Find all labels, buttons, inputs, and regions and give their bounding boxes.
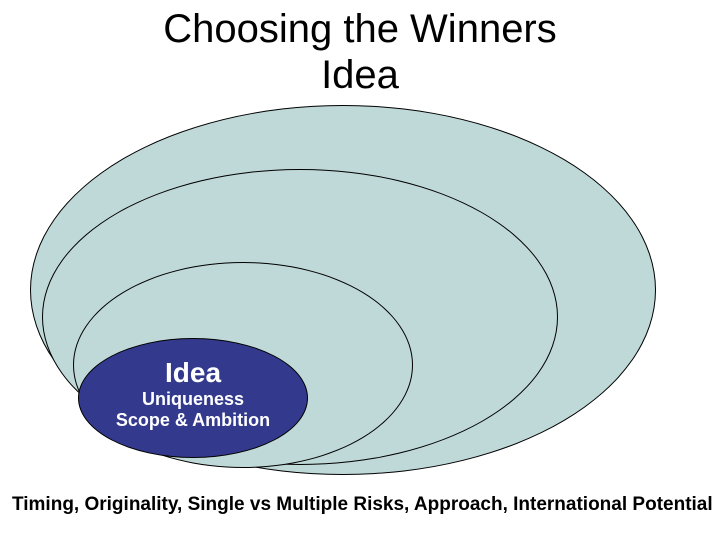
core-subline-1: Uniqueness xyxy=(78,389,308,410)
slide: Choosing the Winners Idea Idea Uniquenes… xyxy=(0,0,720,540)
core-label: Idea Uniqueness Scope & Ambition xyxy=(78,358,308,431)
title-line-1: Choosing the Winners xyxy=(0,6,720,52)
core-subline-2: Scope & Ambition xyxy=(78,410,308,431)
footer-text: Timing, Originality, Single vs Multiple … xyxy=(12,494,713,516)
title-line-2: Idea xyxy=(0,52,720,98)
core-title: Idea xyxy=(78,358,308,387)
slide-title: Choosing the Winners Idea xyxy=(0,6,720,98)
